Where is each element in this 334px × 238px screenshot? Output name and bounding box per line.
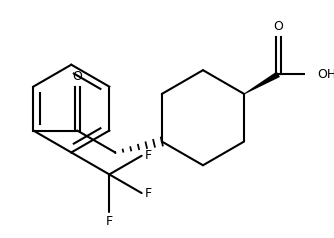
Text: O: O [274, 20, 283, 33]
Text: F: F [144, 187, 152, 200]
Polygon shape [244, 71, 280, 94]
Text: F: F [106, 215, 113, 228]
Text: O: O [72, 70, 82, 83]
Text: F: F [144, 149, 152, 162]
Text: OH: OH [318, 68, 334, 81]
